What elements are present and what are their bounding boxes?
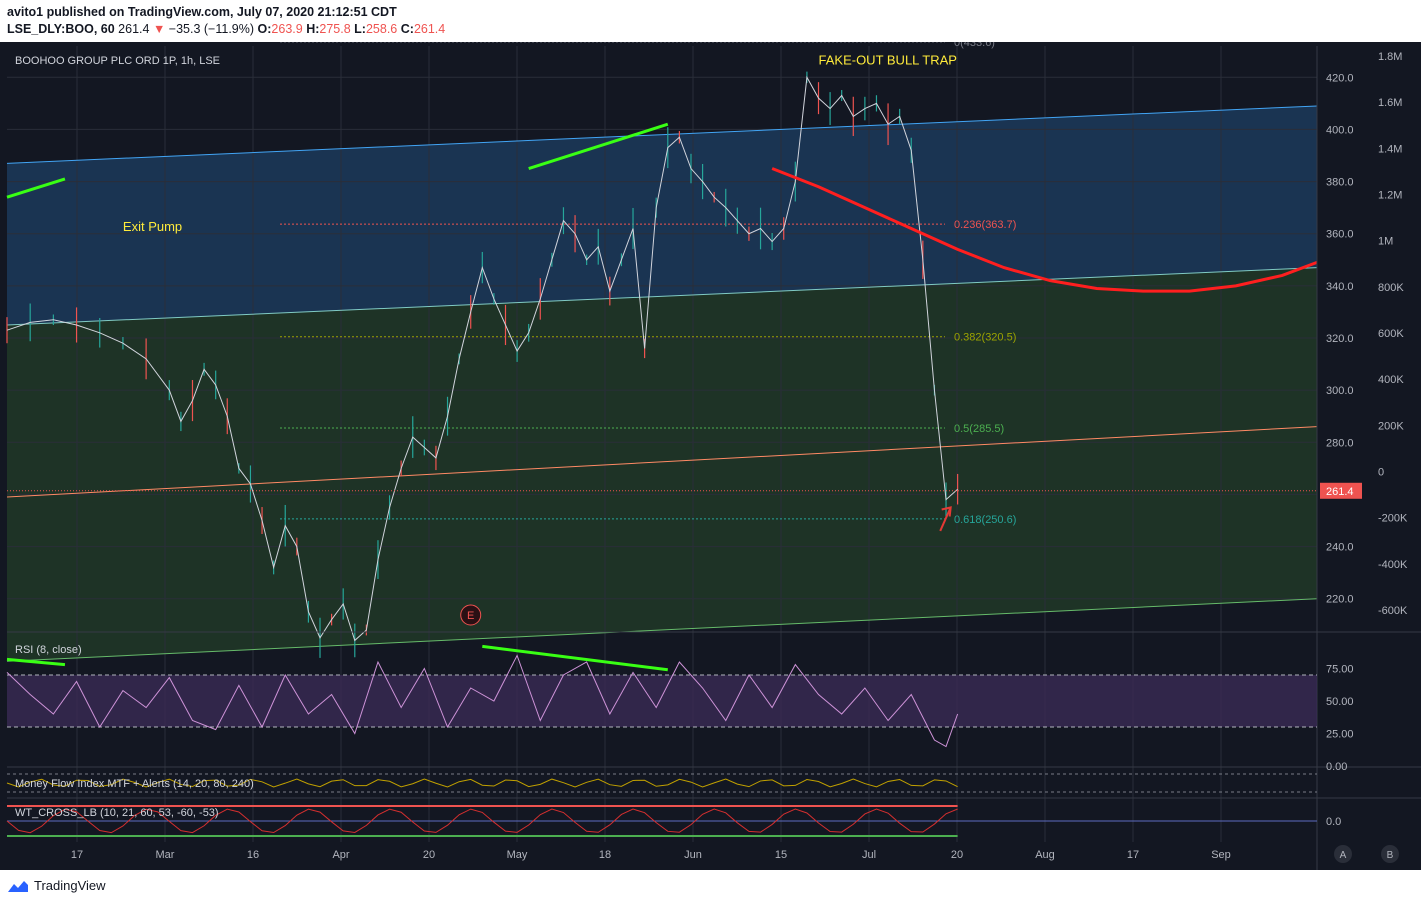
price-tick-label: 360.0	[1326, 229, 1354, 241]
rsi-divergence-line	[482, 644, 668, 672]
price-tick-label: 320.0	[1326, 333, 1354, 345]
publish-text: avito1 published on TradingView.com, Jul…	[7, 5, 397, 19]
x-tick-label: May	[507, 849, 528, 861]
earnings-marker-label: E	[467, 610, 474, 622]
rsi-line	[6, 654, 959, 748]
price-divergence-line	[528, 122, 669, 170]
last-price-tag	[1320, 482, 1362, 499]
chart-title: BOOHOO GROUP PLC ORD 1P, 1h, LSE	[15, 55, 220, 67]
wt-title: WT_CROSS_LB (10, 21, 60, 53, -60, -53)	[15, 807, 219, 819]
x-tick-label: Jun	[684, 849, 702, 861]
x-tick-label: 16	[247, 849, 259, 861]
close-value: 261.4	[413, 22, 446, 36]
lower-channel-fill	[7, 267, 1317, 662]
exit-pump-annotation: Exit Pump	[123, 219, 182, 234]
last-price-tag-label: 261.4	[1326, 486, 1354, 498]
bull-trap-annotation: FAKE-OUT BULL TRAP	[819, 52, 957, 67]
volume-tick-label: 600K	[1378, 328, 1404, 340]
rsi-title: RSI (8, close)	[15, 644, 82, 656]
chart-svg[interactable]: 17 Mar 16 Apr 20 May 18 Jun 15 Jul 20 Aug 17 Sep 420.0…	[0, 37, 1421, 883]
fib-label: 0(433.6)	[954, 42, 995, 49]
fib-label: 0.618(250.6)	[954, 514, 1016, 526]
x-tick-label: Aug	[1035, 849, 1055, 861]
scale-button-label: B	[1387, 850, 1394, 861]
rsi-band-fill	[7, 675, 1317, 727]
fib-label: 0.5(285.5)	[954, 423, 1004, 435]
scale-button-label: A	[1340, 850, 1347, 861]
price-tick-label: 280.0	[1326, 437, 1354, 449]
brand-label: TradingView	[34, 878, 106, 893]
price-tick-label: 300.0	[1326, 385, 1354, 397]
fib-label: 0.382(320.5)	[954, 332, 1016, 344]
rsi-tick-label: 50.00	[1326, 696, 1354, 708]
touch-arrow-head	[941, 506, 952, 517]
publish-line: avito1 published on TradingView.com, Jul…	[7, 5, 397, 19]
moving-average-line	[771, 167, 1318, 293]
scale-button-b	[1381, 845, 1399, 863]
channel-middle-line	[6, 267, 1318, 326]
x-tick-label: 17	[1127, 849, 1139, 861]
wt-tick-label: 0.0	[1326, 816, 1341, 828]
scale-button-a	[1334, 845, 1352, 863]
price-divergence-line	[6, 177, 66, 199]
upper-channel-fill	[7, 105, 1317, 325]
rsi-tick-label: 0.00	[1326, 761, 1347, 773]
volume-tick-label: 400K	[1378, 374, 1404, 386]
volume-tick-label: 1.4M	[1378, 143, 1402, 155]
volume-tick-label: 1.6M	[1378, 97, 1402, 109]
price-tick-label: 240.0	[1326, 542, 1354, 554]
low-value: 258.6	[365, 22, 398, 36]
open-value: 263.9	[271, 22, 303, 36]
x-tick-label: Jul	[862, 849, 876, 861]
rsi-divergence-line	[6, 657, 66, 667]
price-tick-label: 420.0	[1326, 72, 1354, 84]
price-tick-label: 400.0	[1326, 124, 1354, 136]
channel-orange-line	[6, 426, 1318, 498]
channel-lower-line	[6, 598, 1318, 662]
volume-tick-label: -400K	[1378, 559, 1408, 571]
x-tick-label: Sep	[1211, 849, 1231, 861]
volume-tick-label: 200K	[1378, 420, 1404, 432]
x-tick-label: 18	[599, 849, 611, 861]
rsi-tick-label: 25.00	[1326, 729, 1354, 741]
volume-tick-label: 1.2M	[1378, 190, 1402, 202]
price-tick-label: 220.0	[1326, 594, 1354, 606]
chart-area[interactable]: 17 Mar 16 Apr 20 May 18 Jun 15 Jul 20 Aug 17 Sep 420.0…	[0, 37, 1421, 883]
tradingview-logo-icon	[6, 878, 30, 899]
x-tick-label: 17	[71, 849, 83, 861]
x-tick-label: 15	[775, 849, 787, 861]
down-triangle-icon: ▼	[152, 22, 166, 36]
ohlc-line: LSE_DLY:BOO, 60 261.4 ▼ −35.3 (−11.9%) O…	[7, 22, 446, 36]
channel-upper-line	[6, 105, 1318, 164]
volume-tick-label: 800K	[1378, 282, 1404, 294]
symbol-label: LSE_DLY:BOO, 60	[7, 22, 115, 36]
earnings-marker	[460, 604, 482, 626]
x-tick-label: Mar	[156, 849, 175, 861]
x-tick-label: 20	[423, 849, 435, 861]
chart-footer: TradingView	[0, 870, 1421, 903]
touch-arrow	[939, 507, 952, 532]
volume-tick-label: 1M	[1378, 236, 1393, 248]
rsi-tick-label: 75.00	[1326, 664, 1354, 676]
volume-tick-label: -200K	[1378, 513, 1408, 525]
last-price: 261.4	[118, 22, 150, 36]
volume-tick-label: -600K	[1378, 605, 1408, 617]
x-tick-label: Apr	[332, 849, 349, 861]
price-line	[6, 75, 958, 642]
change-value: −35.3 (−11.9%)	[168, 22, 255, 36]
mfi-title: Money Flow Index MTF + Alerts (14, 20, 8…	[15, 778, 254, 790]
x-tick-label: 20	[951, 849, 963, 861]
volume-tick-label: 0	[1378, 467, 1384, 479]
price-tick-label: 340.0	[1326, 281, 1354, 293]
wt-line	[6, 808, 958, 834]
mfi-line	[6, 778, 958, 788]
price-tick-label: 380.0	[1326, 177, 1354, 189]
high-value: 275.8	[319, 22, 351, 36]
fib-label: 0.236(363.7)	[954, 219, 1016, 231]
chart-header: avito1 published on TradingView.com, Jul…	[0, 0, 1421, 42]
volume-tick-label: 1.8M	[1378, 51, 1402, 63]
